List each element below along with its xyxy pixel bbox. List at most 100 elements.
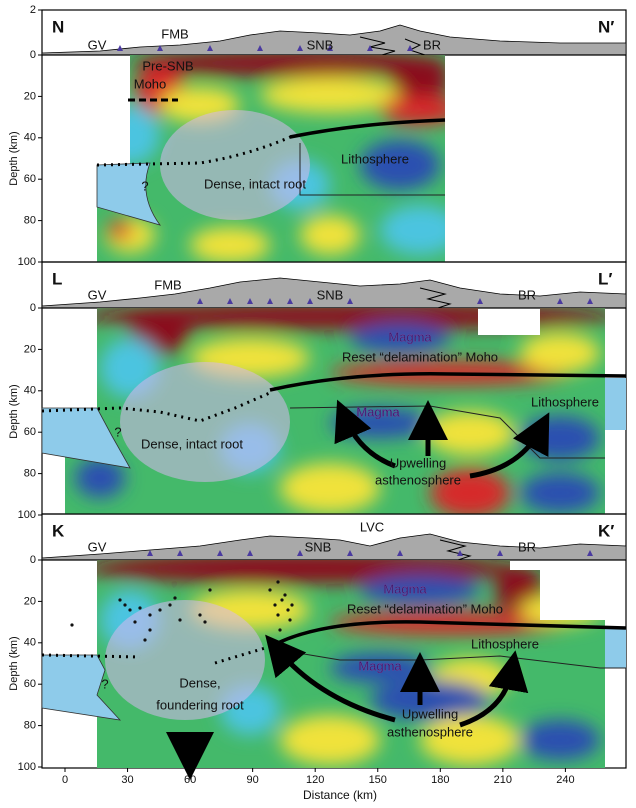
place: BR (518, 287, 536, 302)
y-tick-label: 20 (24, 595, 36, 607)
x-tick-label: 210 (494, 774, 512, 786)
dotted-moho (96, 133, 296, 167)
earthquake (138, 606, 142, 610)
volcano (587, 298, 593, 304)
y-tick-label: 100 (18, 509, 36, 521)
earthquake (276, 580, 280, 584)
earthquake (278, 628, 282, 632)
earthquake (123, 603, 127, 607)
dotted-moho (41, 644, 273, 665)
y-tick-label: 40 (24, 385, 36, 397)
x-tick-label: 150 (369, 774, 387, 786)
y-tick-label: 0 (30, 554, 36, 566)
earthquake (283, 593, 287, 597)
place: BR (423, 37, 441, 52)
volcano (247, 550, 253, 556)
annotation: asthenosphere (387, 724, 473, 739)
place: GV (88, 287, 107, 302)
velocity-anomaly (520, 720, 600, 760)
volcano (307, 298, 313, 304)
volcano (157, 45, 163, 51)
panel-label: L (52, 269, 62, 288)
volcano (397, 550, 403, 556)
earthquake (276, 613, 280, 617)
volcano (247, 298, 253, 304)
velocity-anomaly (425, 411, 515, 455)
earthquake (286, 608, 290, 612)
x-tick-label: 30 (121, 774, 133, 786)
velocity-anomaly (390, 60, 445, 100)
panel: N N′ GV FMB SNB BR Pre-SNB Moho Lithosph… (8, 4, 627, 268)
velocity-anomaly (130, 55, 445, 77)
volcano (297, 550, 303, 556)
volcano (367, 45, 373, 51)
velocity-anomaly (520, 416, 600, 460)
earthquake (288, 618, 292, 622)
y-tick-label: 80 (24, 215, 36, 227)
annotation: Upwelling (402, 706, 458, 721)
annotation: Magma (356, 404, 400, 419)
place: BR (518, 539, 536, 554)
annotation: foundering root (156, 697, 244, 712)
earthquake (148, 613, 152, 617)
volcano (287, 298, 293, 304)
x-tick-label: 240 (556, 774, 574, 786)
annotation: Reset “delamination” Moho (347, 601, 503, 616)
earthquake (143, 638, 147, 642)
panel: L L′ GV FMB SNB BR Magma Reset “delamina… (8, 261, 627, 521)
place: SNB (307, 37, 334, 52)
annotation: Moho (134, 76, 167, 91)
x-tick-label: 0 (62, 774, 68, 786)
earthquake (133, 620, 137, 624)
panel-label: L′ (598, 269, 612, 288)
volcano (407, 45, 413, 51)
root (160, 110, 310, 220)
panel-label: K′ (598, 521, 614, 540)
earthquake (128, 608, 132, 612)
earthquake (148, 628, 152, 632)
y-tick-label: 100 (18, 761, 36, 773)
y-tick-label: 60 (24, 678, 36, 690)
topography (41, 533, 627, 561)
velocity-anomaly (380, 205, 445, 255)
earthquake (203, 620, 207, 624)
y-tick-label: 80 (24, 468, 36, 480)
earthquake (173, 596, 177, 600)
volcano (227, 298, 233, 304)
lithosphere-block (41, 654, 122, 721)
lithosphere-boundary (289, 405, 605, 459)
velocity-anomaly (300, 215, 360, 255)
volcano (147, 550, 153, 556)
annotation: Lithosphere (531, 394, 599, 409)
earthquake (198, 613, 202, 617)
velocity-anomaly (430, 468, 510, 514)
lithosphere-block (605, 628, 626, 668)
earthquake (268, 588, 272, 592)
volcano (457, 550, 463, 556)
annotation: Lithosphere (341, 151, 409, 166)
volcano (557, 298, 563, 304)
volcano (177, 550, 183, 556)
velocity-anomaly (190, 227, 270, 262)
place: GV (88, 37, 107, 52)
earthquake (290, 603, 294, 607)
x-axis-label: Distance (km) (303, 788, 377, 802)
volcano (297, 45, 303, 51)
volcano (207, 45, 213, 51)
arrow (265, 634, 396, 723)
panel: K K′ GV LVC SNB BR Magma Reset “delamina… (8, 513, 627, 780)
x-tick-label: 180 (431, 774, 449, 786)
volcano (477, 298, 483, 304)
annotation: Upwelling (390, 455, 446, 470)
earthquake (178, 618, 182, 622)
arrow (469, 412, 550, 479)
annotation: ? (141, 178, 148, 193)
velocity-anomaly (420, 715, 520, 765)
annotation: ? (114, 424, 121, 439)
y-tick-label: 20 (24, 90, 36, 102)
velocity-anomaly (520, 595, 600, 625)
velocity-anomaly (280, 715, 380, 765)
y-axis-label: Depth (km) (8, 131, 20, 185)
place: SNB (317, 287, 344, 302)
annotation: asthenosphere (375, 472, 461, 487)
